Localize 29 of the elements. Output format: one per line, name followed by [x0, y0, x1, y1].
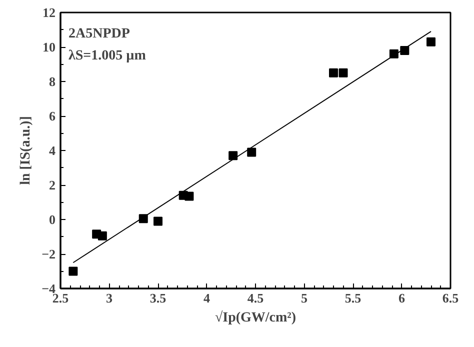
y-tick-label: 2	[49, 178, 56, 192]
point	[338, 68, 348, 78]
x-tick-label: 6	[398, 290, 406, 306]
x-axis-title: √Ip(GW/cm²)	[214, 310, 296, 326]
point	[184, 192, 194, 201]
annotation: λS=1.005 µm	[68, 48, 146, 64]
y-tick-label: 8	[49, 74, 56, 89]
y-tick-label: 6	[49, 108, 56, 124]
x-tick-label: 4	[204, 290, 210, 306]
y-tick-label: 0	[49, 212, 56, 227]
x-tick-label: 5.5	[344, 290, 362, 306]
x-tick-label: 5	[301, 290, 308, 306]
x-tick-label: 3.5	[150, 290, 167, 306]
point	[426, 37, 436, 46]
x-tick-label: 6.5	[442, 290, 460, 306]
point	[68, 266, 78, 276]
y-tick-label: 4	[49, 143, 56, 158]
y-axis-title: ln [IS(a.u.)]	[18, 116, 34, 185]
x-tick-label: 4.5	[247, 290, 264, 306]
x-tick-label: 3	[106, 290, 113, 306]
point	[228, 151, 238, 160]
point	[329, 68, 338, 78]
annotation: 2A5NPDP	[68, 26, 130, 42]
point	[154, 216, 162, 226]
point	[247, 148, 256, 157]
y-tick-label: −2	[42, 246, 56, 262]
y-tick-label: 12	[42, 5, 56, 20]
point	[98, 231, 107, 240]
y-tick-label: 10	[42, 40, 56, 54]
